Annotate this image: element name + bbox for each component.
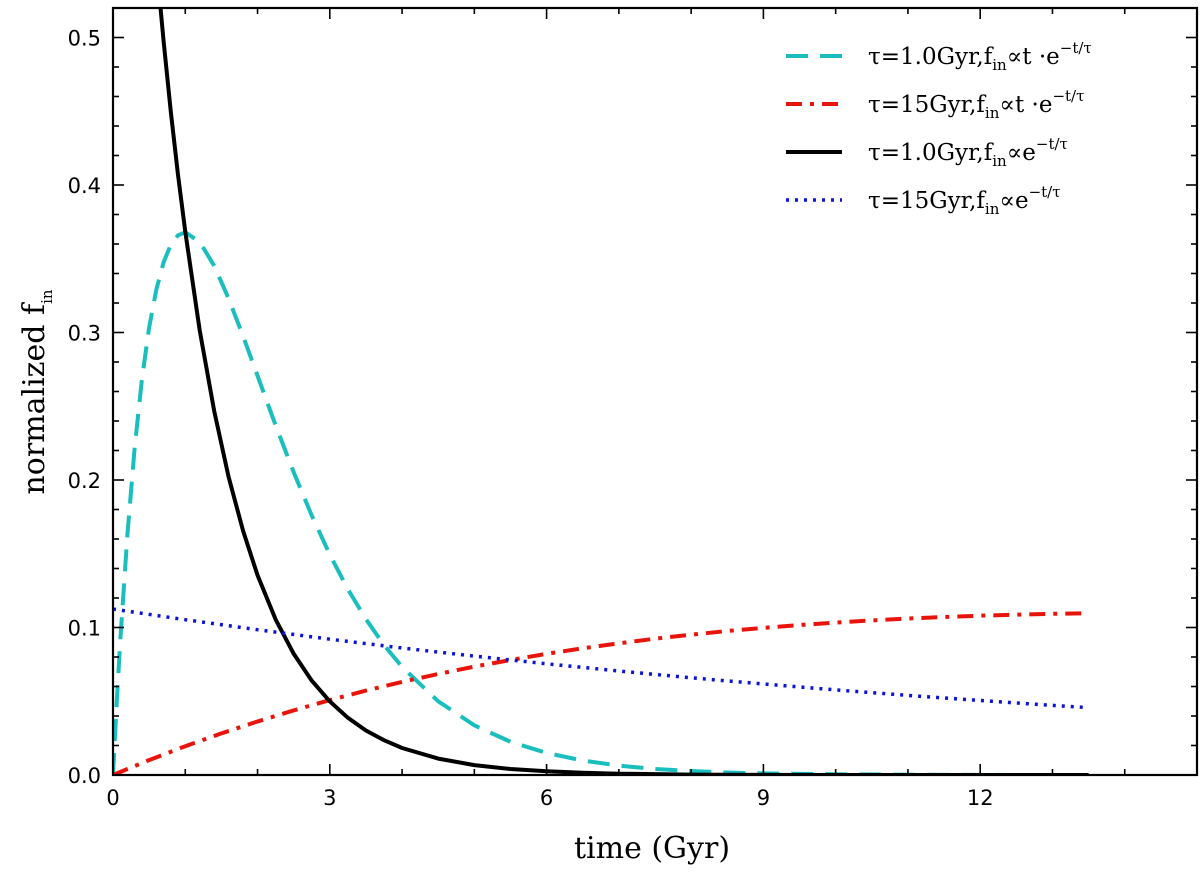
ticks-layer (112, 7, 1198, 776)
legend-label-sub: in (985, 104, 1000, 122)
legend: τ=1.0Gyr,fin∝t ·e−t/ττ=15Gyr,fin∝t ·e−t/… (786, 39, 1092, 218)
legend-label-sub: in (985, 200, 1000, 218)
legend-label-sub: in (992, 152, 1007, 170)
y-axis-title-main: normalized f (17, 302, 52, 495)
legend-label-prefix: τ=15Gyr,f (868, 188, 986, 214)
legend-label-mid: ∝e (1007, 140, 1036, 166)
x-tick-label: 3 (323, 786, 336, 810)
series-line-2 (113, 611, 1089, 775)
legend-label-sup: −t/τ (1052, 87, 1084, 105)
legend-label-mid: ∝t ·e (1007, 44, 1060, 70)
legend-label-3: τ=1.0Gyr,fin∝e−t/τ (868, 135, 1068, 170)
y-axis-title-sub: in (38, 289, 56, 304)
plot-frame (111, 6, 1199, 777)
y-axis-title: normalized fin (17, 289, 56, 494)
y-tick-label: 0.4 (68, 174, 101, 198)
y-tick-label: 0.3 (68, 322, 101, 346)
x-tick-label: 0 (106, 786, 119, 810)
legend-label-sub: in (992, 56, 1007, 74)
ticklabels-layer: 0 3 6 9 12 0.0 0.1 0.2 0.3 0.4 0.5 (68, 27, 994, 811)
legend-label-prefix: τ=1.0Gyr,f (868, 44, 994, 70)
x-axis-title: time (Gyr) (574, 831, 730, 866)
legend-label-2: τ=15Gyr,fin∝t ·e−t/τ (868, 87, 1084, 122)
x-tick-label: 6 (540, 786, 553, 810)
y-tick-label: 0.2 (68, 469, 101, 493)
series-line-1 (113, 230, 1089, 775)
y-tick-label: 0.1 (68, 617, 101, 641)
x-tick-label: 9 (757, 786, 770, 810)
x-tick-label: 12 (967, 786, 994, 810)
legend-label-sup: −t/τ (1036, 135, 1068, 153)
y-tick-label: 0.0 (68, 764, 101, 788)
legend-label-prefix: τ=1.0Gyr,f (868, 140, 994, 166)
legend-label-sup: −t/τ (1060, 39, 1092, 57)
legend-label-4: τ=15Gyr,fin∝e−t/τ (868, 183, 1061, 218)
legend-label-mid: ∝t ·e (999, 92, 1052, 118)
series-line-4 (113, 607, 1089, 710)
legend-label-1: τ=1.0Gyr,fin∝t ·e−t/τ (868, 39, 1092, 74)
y-tick-label: 0.5 (68, 27, 101, 51)
legend-label-mid: ∝e (999, 188, 1028, 214)
legend-label-sup: −t/τ (1029, 183, 1061, 201)
legend-label-prefix: τ=15Gyr,f (868, 92, 986, 118)
